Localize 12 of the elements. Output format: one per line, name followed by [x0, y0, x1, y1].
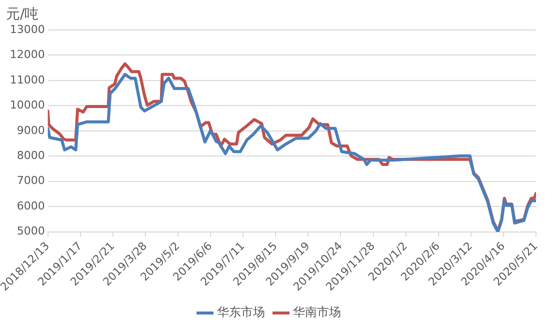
y-tick-label: 9000 [16, 124, 45, 137]
y-tick-label: 11000 [10, 73, 45, 86]
y-tick-label: 12000 [10, 48, 45, 62]
y-tick-label: 10000 [10, 98, 45, 112]
y-tick-label: 5000 [16, 224, 45, 238]
y-tick-label: 6000 [16, 199, 45, 212]
y-tick-label: 7000 [16, 174, 45, 188]
y-tick-label: 8000 [16, 149, 45, 162]
y-axis-title: 元/吨 [6, 6, 39, 23]
legend-label: 华南市场 [293, 305, 341, 320]
legend-label: 华东市场 [217, 305, 265, 320]
y-tick-label: 13000 [10, 22, 45, 36]
